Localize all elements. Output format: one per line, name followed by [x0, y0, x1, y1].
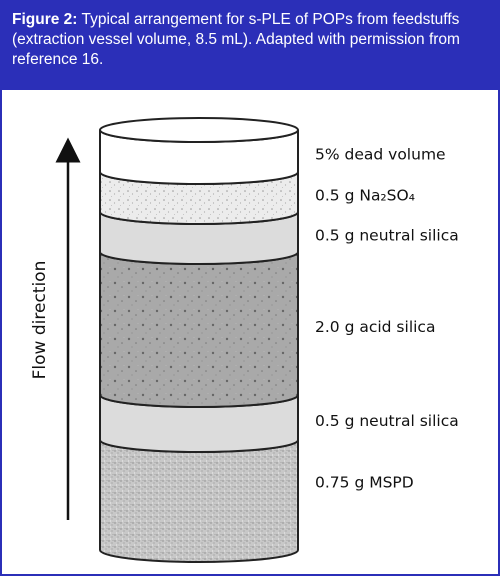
layer-label: 0.5 g Na₂SO₄ [315, 187, 415, 205]
column-top [99, 117, 299, 143]
layer [99, 251, 299, 408]
layer-label: 0.75 g MSPD [315, 474, 414, 492]
layer [99, 439, 299, 563]
layer-label: 5% dead volume [315, 146, 446, 164]
caption-text: Typical arrangement for s-PLE of POPs fr… [12, 11, 460, 68]
axis-label: Flow direction [30, 261, 50, 380]
layer-label: 0.5 g neutral silica [315, 412, 459, 430]
caption-label: Figure 2: [12, 11, 78, 28]
caption: Figure 2: Typical arrangement for s-PLE … [2, 2, 498, 90]
column [99, 117, 299, 563]
layer-label: 2.0 g acid silica [315, 318, 435, 336]
layer-label: 0.5 g neutral silica [315, 227, 459, 245]
